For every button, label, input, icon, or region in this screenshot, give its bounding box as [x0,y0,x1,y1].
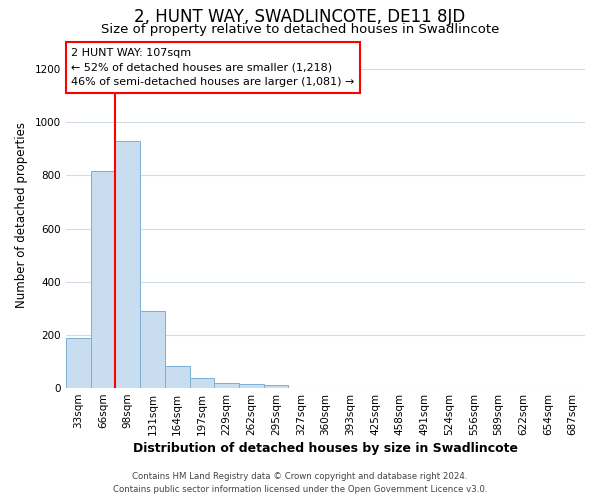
Bar [190,378,214,388]
Bar [264,386,289,388]
Text: 2, HUNT WAY, SWADLINCOTE, DE11 8JD: 2, HUNT WAY, SWADLINCOTE, DE11 8JD [134,8,466,26]
Bar [165,366,190,388]
Text: 2 HUNT WAY: 107sqm
← 52% of detached houses are smaller (1,218)
46% of semi-deta: 2 HUNT WAY: 107sqm ← 52% of detached hou… [71,48,355,88]
Bar [115,141,140,388]
Bar [140,311,165,388]
X-axis label: Distribution of detached houses by size in Swadlincote: Distribution of detached houses by size … [133,442,518,455]
Bar [91,172,115,388]
Bar [214,383,239,388]
Y-axis label: Number of detached properties: Number of detached properties [15,122,28,308]
Bar [239,384,264,388]
Text: Size of property relative to detached houses in Swadlincote: Size of property relative to detached ho… [101,22,499,36]
Text: Contains HM Land Registry data © Crown copyright and database right 2024.
Contai: Contains HM Land Registry data © Crown c… [113,472,487,494]
Bar [66,338,91,388]
